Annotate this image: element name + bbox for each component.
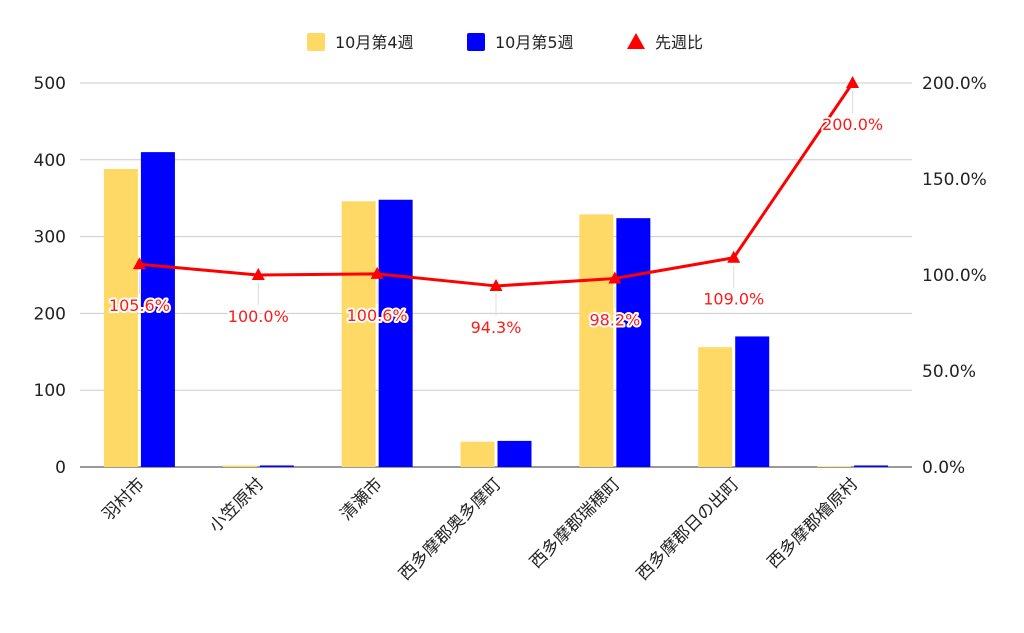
category-label: 羽村市: [99, 474, 149, 524]
legend-label: 10月第4週: [335, 33, 414, 52]
left-y-axis: 0 100 200 300 400 500: [34, 74, 66, 478]
legend-swatch: [307, 33, 325, 51]
ratio-marker: [727, 250, 741, 263]
left-tick-label: 200: [34, 304, 66, 324]
ratio-marker: [846, 76, 860, 88]
category-label: 小笠原村: [206, 474, 268, 536]
ratio-marker: [132, 257, 146, 270]
gridlines: [80, 82, 912, 468]
ratio-marker: [370, 266, 384, 279]
right-y-axis: 0.0% 50.0% 100.0% 150.0% 200.0%: [922, 74, 987, 478]
bar-week4: [817, 466, 852, 467]
ratio-data-label: 100.0%: [228, 307, 289, 326]
bar-week5: [259, 465, 294, 467]
left-tick-label: 300: [34, 228, 66, 248]
ratio-data-label: 98.2%: [589, 310, 640, 329]
bars: [103, 152, 889, 468]
ratio-data-label: 105.6%: [109, 296, 170, 315]
bar-week5: [378, 199, 413, 467]
right-tick-label: 200.0%: [922, 74, 987, 94]
left-tick-label: 100: [34, 381, 66, 401]
ratio-line: [132, 76, 860, 291]
right-tick-label: 50.0%: [922, 362, 976, 382]
bar-week4: [341, 201, 376, 467]
left-tick-label: 400: [34, 151, 66, 171]
ratio-data-label: 200.0%: [822, 115, 883, 134]
right-tick-label: 0.0%: [922, 458, 965, 478]
legend-swatch: [467, 33, 485, 51]
bar-week5: [854, 465, 889, 467]
right-tick-label: 100.0%: [922, 266, 987, 286]
bar-week4: [698, 347, 733, 467]
legend-triangle-marker: [627, 33, 645, 49]
ratio-marker: [489, 278, 503, 291]
ratio-data-label: 94.3%: [471, 318, 522, 337]
ratio-data-label: 109.0%: [703, 290, 764, 309]
bar-week4: [460, 441, 495, 467]
bar-week4: [222, 465, 257, 467]
bar-week5: [140, 152, 175, 467]
legend-label: 先週比: [655, 33, 703, 52]
bar-week4: [103, 169, 138, 468]
legend-label: 10月第5週: [495, 33, 574, 52]
ratio-marker: [608, 271, 622, 284]
x-axis-labels: 羽村市 小笠原村 清瀬市 西多摩郡奥多摩町 西多摩郡瑞穂町 西多摩郡日の出町 西多摩郡檜原村: [99, 474, 862, 585]
legend: 10月第4週 10月第5週 先週比: [307, 33, 703, 52]
left-tick-label: 0: [55, 458, 66, 478]
bar-week5: [616, 218, 651, 467]
ratio-data-label: 100.6%: [347, 306, 408, 325]
category-label: 西多摩郡檜原村: [763, 474, 862, 573]
bar-week4: [579, 214, 614, 467]
ratio-labels: 105.6% 100.0% 100.6% 94.3% 98.2% 109.0% 200.0%: [107, 91, 885, 339]
category-label: 西多摩郡日の出町: [633, 474, 743, 584]
right-tick-label: 150.0%: [922, 170, 987, 190]
category-label: 清瀬市: [336, 474, 386, 524]
category-label: 西多摩郡瑞穂町: [526, 474, 624, 572]
bar-week5: [497, 440, 532, 467]
category-label: 西多摩郡奥多摩町: [395, 474, 505, 584]
ratio-line-path: [139, 82, 854, 288]
left-tick-label: 500: [34, 74, 66, 94]
bar-week5: [735, 336, 770, 467]
ratio-marker: [251, 268, 265, 280]
